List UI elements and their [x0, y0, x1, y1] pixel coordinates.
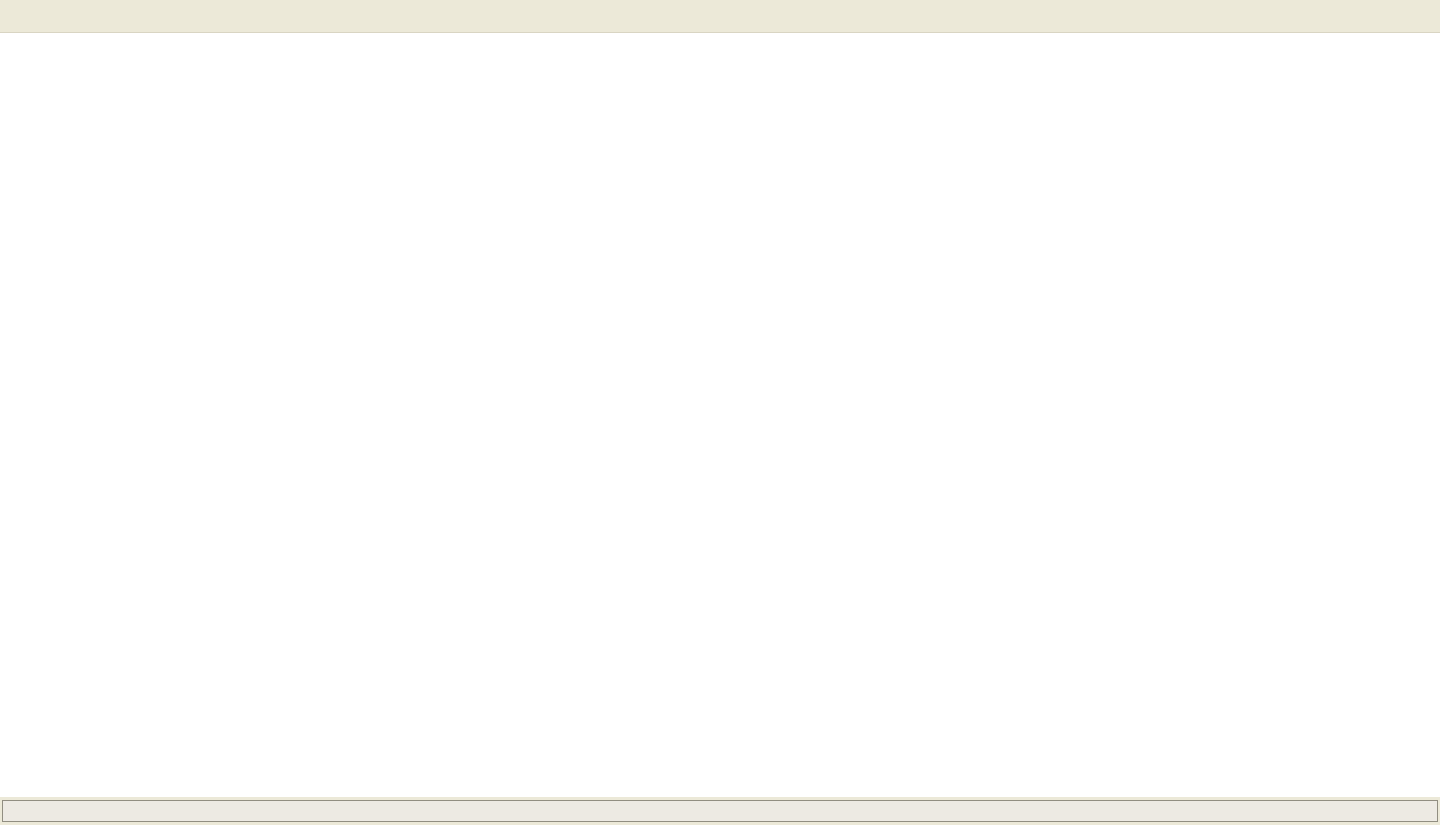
status-bar: [0, 797, 1440, 825]
status-bar-panel: [2, 800, 1438, 822]
plot-canvas[interactable]: [0, 33, 1440, 797]
toolbar: [0, 0, 1440, 33]
